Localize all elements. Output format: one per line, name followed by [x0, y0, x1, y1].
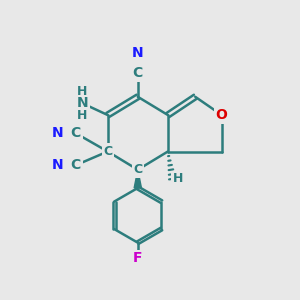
Text: N: N [52, 158, 63, 172]
Text: C: C [103, 145, 112, 158]
Text: N: N [132, 46, 144, 60]
Text: C: C [71, 158, 81, 172]
Text: C: C [133, 163, 142, 176]
Polygon shape [134, 170, 141, 188]
Text: C: C [133, 66, 143, 80]
Text: H: H [173, 172, 183, 185]
Text: H: H [77, 109, 87, 122]
Text: F: F [133, 251, 142, 265]
Text: N: N [76, 96, 88, 110]
Text: H: H [77, 85, 87, 98]
Text: O: O [216, 108, 228, 122]
Text: N: N [52, 126, 63, 140]
Text: C: C [71, 126, 81, 140]
